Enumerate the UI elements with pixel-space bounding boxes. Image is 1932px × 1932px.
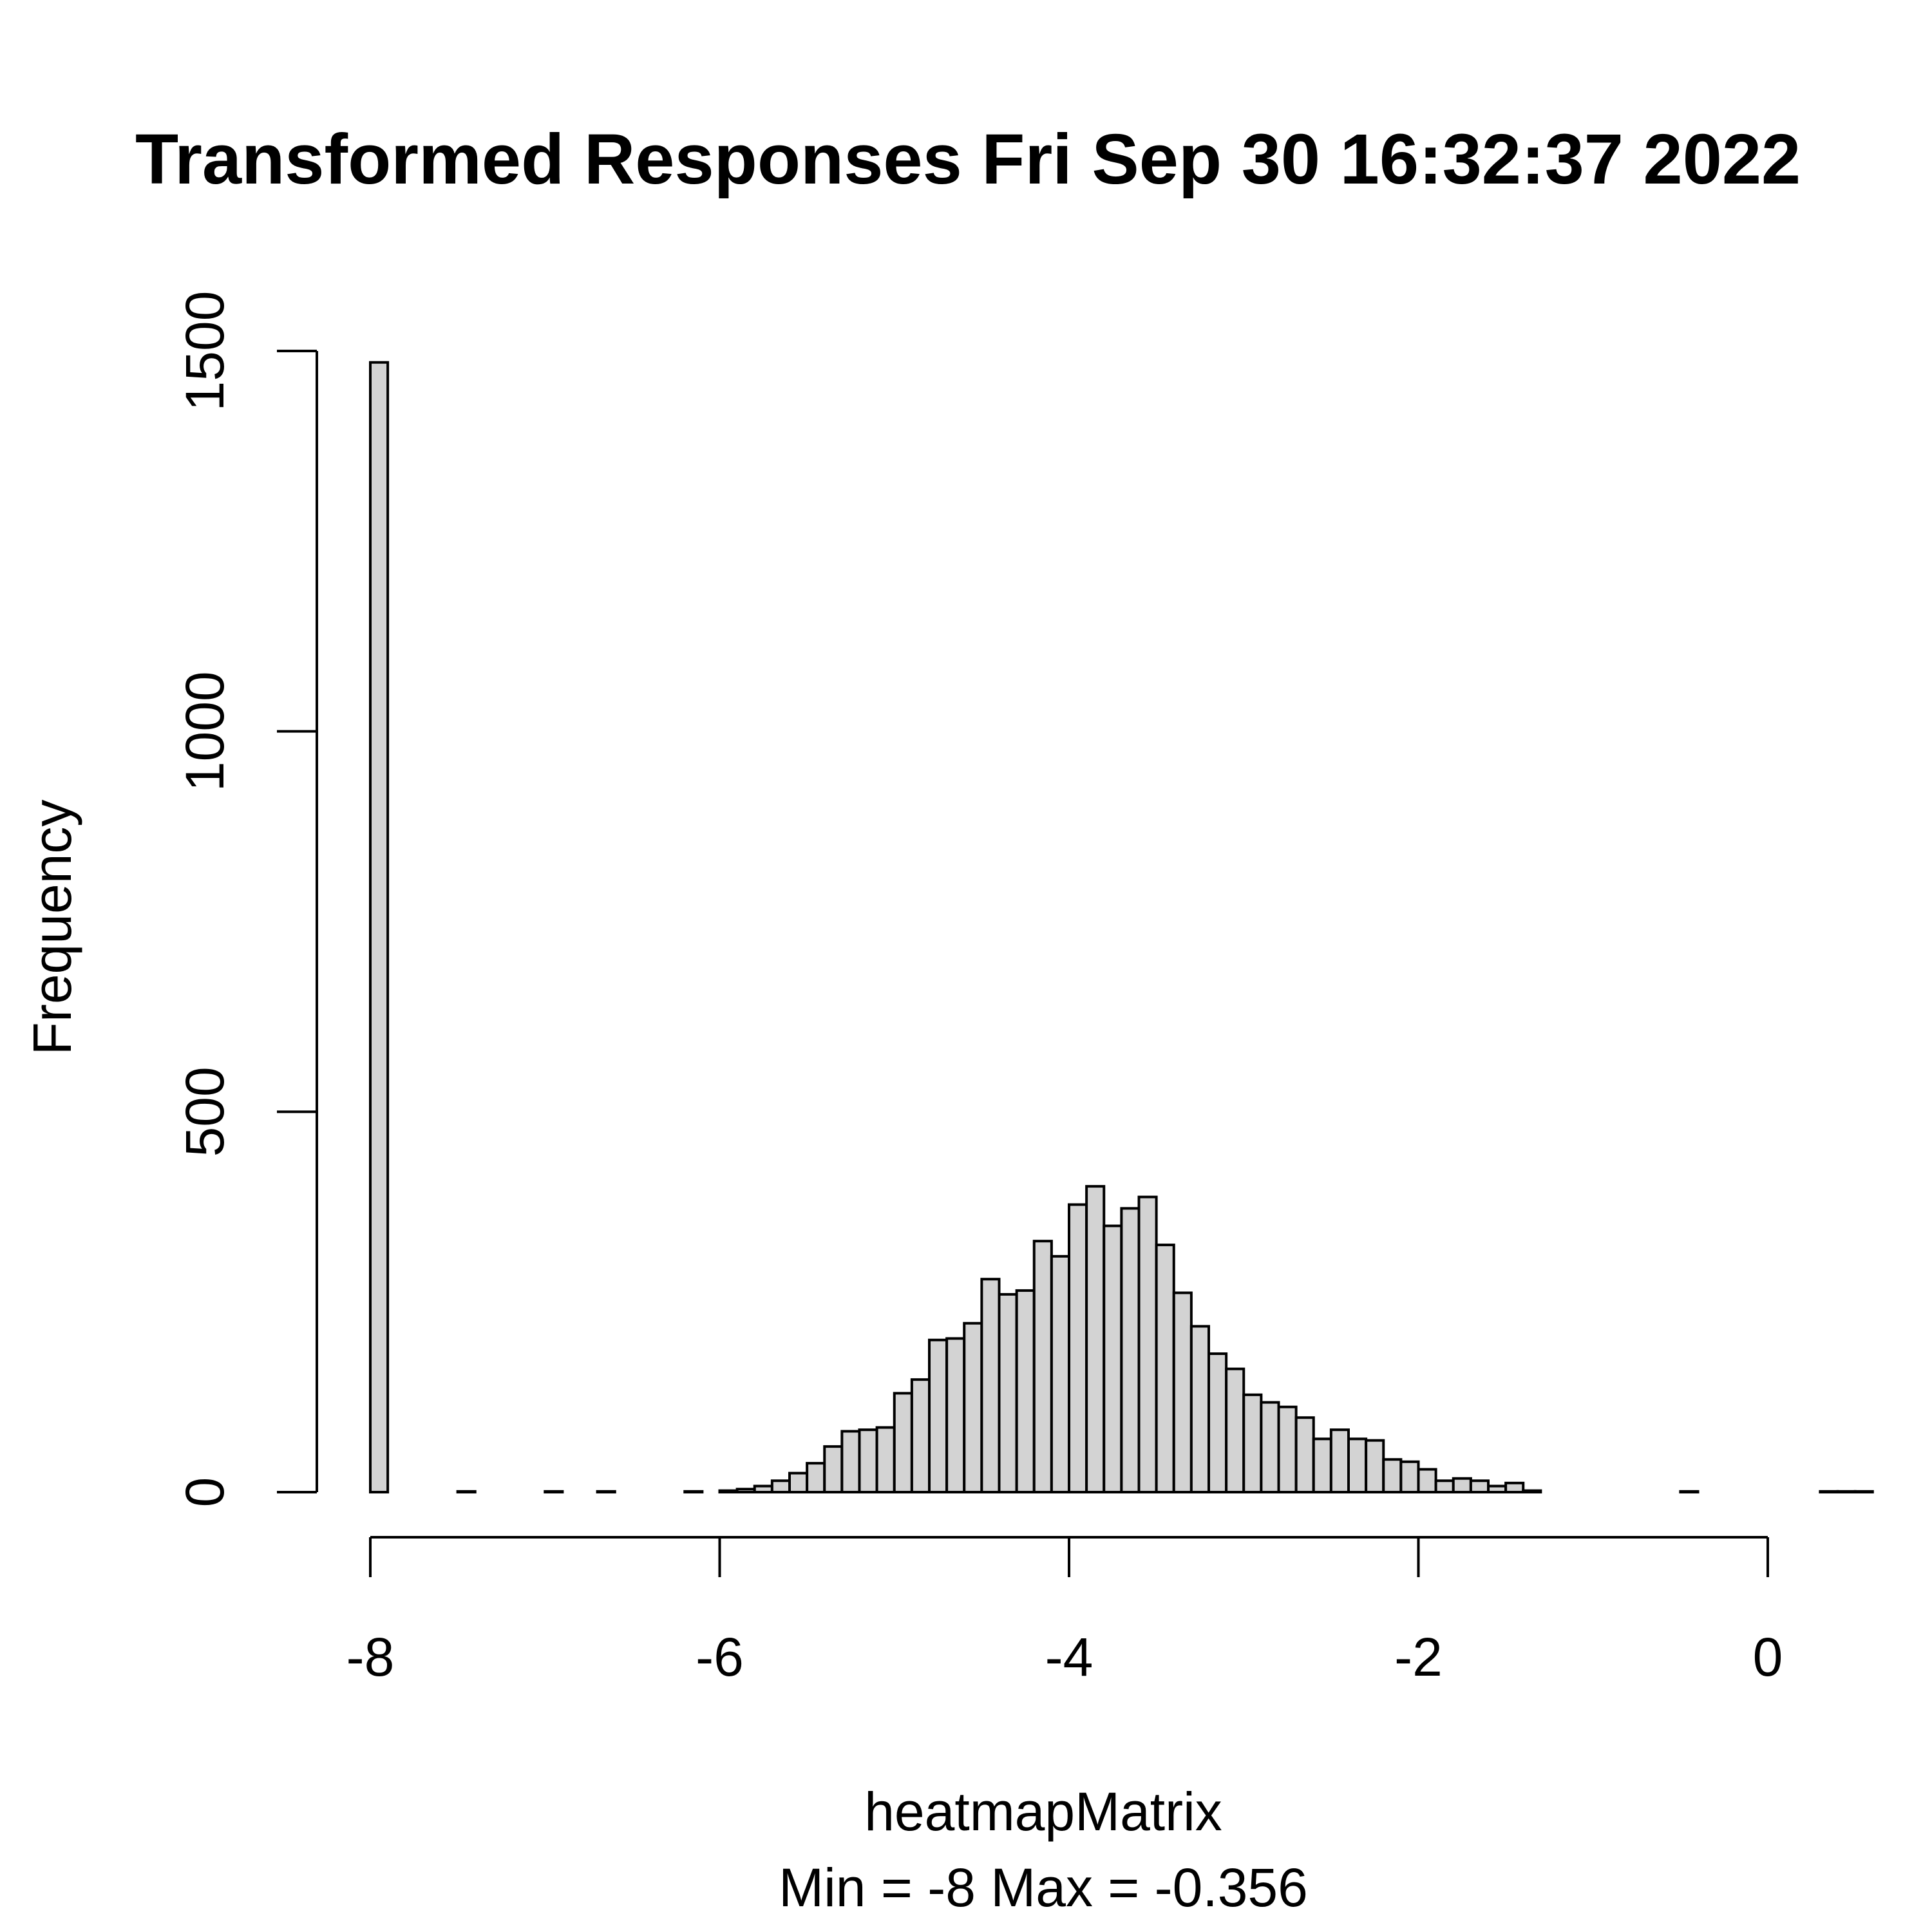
histogram-bar bbox=[1312, 1437, 1332, 1493]
y-tick-label: 1500 bbox=[175, 291, 235, 412]
histogram-bar bbox=[1137, 1195, 1158, 1494]
x-tick-label: -2 bbox=[1394, 1627, 1443, 1687]
histogram-bar bbox=[1155, 1244, 1175, 1493]
histogram-bar bbox=[910, 1378, 931, 1493]
histogram-bar bbox=[1103, 1224, 1123, 1493]
x-tick-label: 0 bbox=[1753, 1627, 1783, 1687]
histogram-bar bbox=[1382, 1458, 1403, 1493]
histogram-bar bbox=[1294, 1416, 1315, 1493]
x-axis-label: heatmapMatrix bbox=[864, 1781, 1222, 1842]
histogram-bars bbox=[369, 361, 1874, 1494]
histogram-bar bbox=[770, 1479, 791, 1494]
histogram-bar bbox=[1365, 1439, 1385, 1494]
histogram-bar bbox=[718, 1489, 739, 1494]
histogram-bar bbox=[369, 361, 390, 1493]
histogram-bar bbox=[928, 1338, 949, 1494]
histogram-bar bbox=[840, 1430, 861, 1494]
histogram-bar bbox=[945, 1337, 966, 1493]
histogram-bar bbox=[1452, 1477, 1472, 1494]
histogram-bar bbox=[788, 1472, 809, 1493]
histogram-bar bbox=[1050, 1255, 1070, 1493]
histogram-bar bbox=[1085, 1185, 1106, 1493]
histogram-bar bbox=[806, 1462, 826, 1494]
histogram-bar bbox=[1504, 1481, 1525, 1493]
histogram-bar bbox=[1277, 1405, 1298, 1493]
histogram-bar bbox=[980, 1278, 1001, 1494]
histogram-bar bbox=[1522, 1489, 1542, 1494]
histogram-bar bbox=[1120, 1207, 1141, 1493]
histogram-bar bbox=[1189, 1325, 1210, 1493]
x-tick-label: -8 bbox=[346, 1627, 395, 1687]
histogram-bar bbox=[875, 1426, 896, 1493]
histogram-bar bbox=[1242, 1393, 1263, 1493]
y-tick-label: 1000 bbox=[175, 671, 235, 791]
histogram-bar bbox=[1225, 1367, 1245, 1494]
histogram-bar bbox=[1434, 1479, 1455, 1494]
chart-subtitle: Min = -8 Max = -0.356 bbox=[779, 1857, 1308, 1918]
y-tick-label: 500 bbox=[175, 1066, 235, 1157]
histogram-bar bbox=[823, 1445, 844, 1494]
histogram-bar bbox=[1172, 1291, 1193, 1494]
histogram-bar bbox=[1469, 1479, 1490, 1494]
histogram-bar bbox=[1329, 1428, 1350, 1493]
x-tick-label: -6 bbox=[696, 1627, 744, 1687]
histogram-bar bbox=[735, 1488, 756, 1493]
histogram-bar bbox=[1208, 1352, 1228, 1493]
x-axis: -8 -6 -4 -2 0 bbox=[346, 1536, 1783, 1687]
histogram-bar bbox=[1260, 1401, 1280, 1494]
histogram-bar bbox=[858, 1428, 878, 1493]
y-axis-label: Frequency bbox=[22, 800, 82, 1056]
histogram-bar bbox=[963, 1321, 983, 1493]
histogram-bar bbox=[1399, 1460, 1420, 1493]
x-tick-label: -4 bbox=[1045, 1627, 1094, 1687]
histogram-bar bbox=[1015, 1289, 1036, 1493]
chart-title: Transformed Responses Fri Sep 30 16:32:3… bbox=[135, 120, 1801, 199]
histogram-bar bbox=[753, 1484, 773, 1493]
histogram-bar bbox=[893, 1392, 913, 1494]
histogram-bar bbox=[1032, 1240, 1053, 1494]
histogram-bar bbox=[1487, 1484, 1508, 1493]
histogram-bar bbox=[998, 1293, 1018, 1494]
histogram-bar bbox=[1417, 1468, 1437, 1494]
y-axis: 0 500 1000 1500 bbox=[175, 291, 318, 1508]
histogram-bar bbox=[1347, 1437, 1368, 1493]
y-tick-label: 0 bbox=[175, 1477, 235, 1508]
histogram-bar bbox=[1068, 1203, 1088, 1494]
